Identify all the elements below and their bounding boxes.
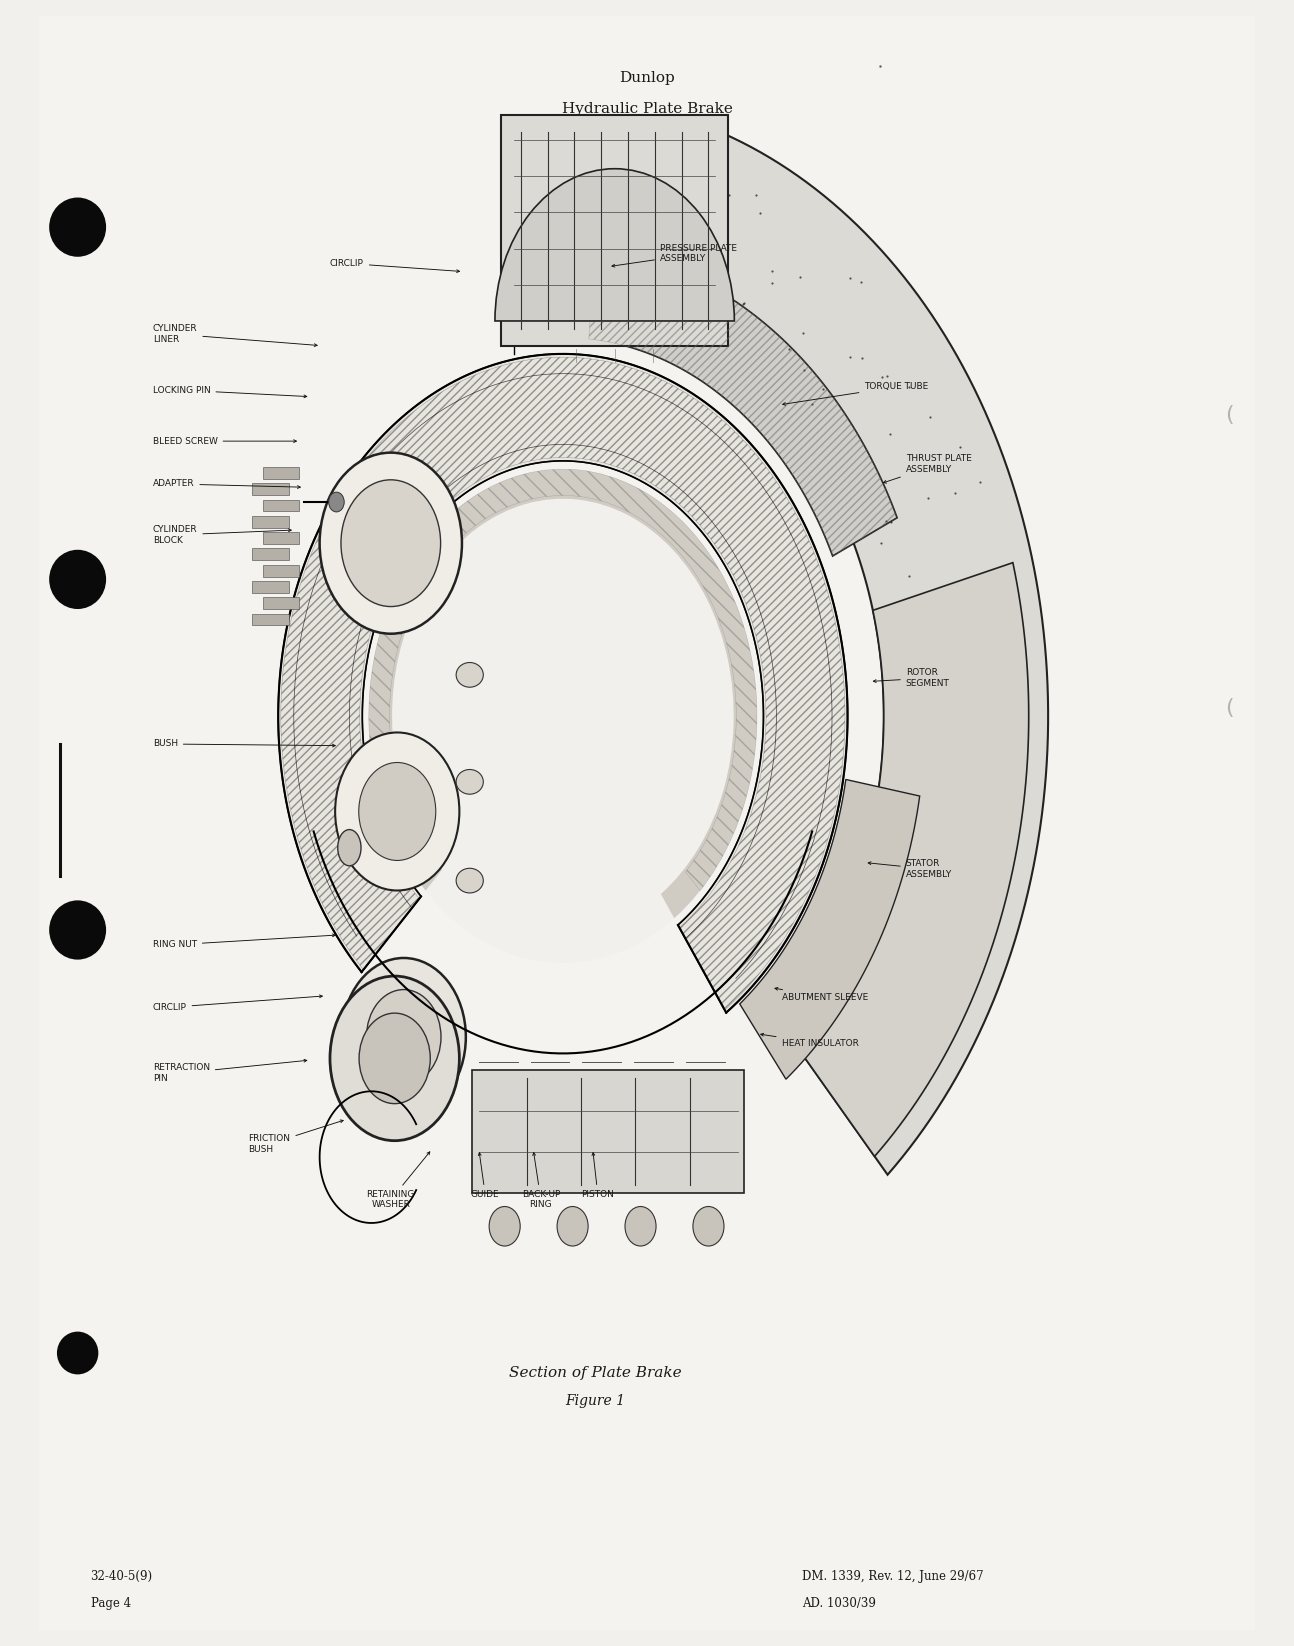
- Text: HEAT INSULATOR: HEAT INSULATOR: [761, 1034, 858, 1049]
- Bar: [252, 581, 289, 593]
- Circle shape: [489, 1207, 520, 1246]
- Wedge shape: [369, 469, 757, 918]
- Ellipse shape: [49, 900, 106, 960]
- Text: THRUST PLATE
ASSEMBLY: THRUST PLATE ASSEMBLY: [884, 454, 972, 484]
- Text: BUSH: BUSH: [153, 739, 335, 749]
- Circle shape: [330, 976, 459, 1141]
- Text: (: (: [1225, 405, 1233, 425]
- Ellipse shape: [455, 662, 483, 688]
- Text: Overhaul Manual: Overhaul Manual: [567, 135, 727, 151]
- Circle shape: [625, 1207, 656, 1246]
- Circle shape: [360, 1014, 430, 1104]
- Circle shape: [556, 1207, 587, 1246]
- Bar: [252, 548, 289, 560]
- Polygon shape: [278, 354, 848, 1012]
- Text: PRESSURE PLATE
ASSEMBLY: PRESSURE PLATE ASSEMBLY: [612, 244, 738, 267]
- Ellipse shape: [338, 830, 361, 866]
- Circle shape: [335, 732, 459, 890]
- Bar: [472, 1070, 744, 1193]
- Text: RETRACTION
PIN: RETRACTION PIN: [153, 1060, 307, 1083]
- Ellipse shape: [49, 198, 106, 257]
- Wedge shape: [369, 469, 757, 963]
- Polygon shape: [740, 780, 920, 1080]
- Text: BACK-UP
RING: BACK-UP RING: [521, 1152, 560, 1210]
- Bar: [252, 515, 289, 528]
- Text: CYLINDER
BLOCK: CYLINDER BLOCK: [153, 525, 291, 545]
- Text: RING NUT: RING NUT: [153, 933, 335, 950]
- Text: Figure 1: Figure 1: [565, 1394, 625, 1409]
- Circle shape: [342, 481, 440, 607]
- Text: DM. 1339, Rev. 12, June 29/67: DM. 1339, Rev. 12, June 29/67: [802, 1570, 983, 1583]
- Text: Page 4: Page 4: [91, 1597, 131, 1610]
- Text: ROTOR
SEGMENT: ROTOR SEGMENT: [873, 668, 950, 688]
- Text: Hydraulic Plate Brake: Hydraulic Plate Brake: [562, 102, 732, 117]
- Bar: [263, 500, 299, 512]
- Circle shape: [366, 989, 441, 1085]
- Text: LOCKING PIN: LOCKING PIN: [153, 385, 307, 398]
- Bar: [252, 484, 289, 495]
- Circle shape: [358, 762, 436, 861]
- Text: FRICTION
BUSH: FRICTION BUSH: [248, 1119, 343, 1154]
- Text: Dunlop: Dunlop: [619, 71, 675, 86]
- Bar: [263, 597, 299, 609]
- Circle shape: [329, 492, 344, 512]
- Text: (: (: [1225, 698, 1233, 718]
- Text: RETAINING
WASHER: RETAINING WASHER: [366, 1152, 430, 1210]
- Circle shape: [342, 958, 466, 1116]
- Text: ABUTMENT SLEEVE: ABUTMENT SLEEVE: [775, 988, 868, 1002]
- Text: PISTON: PISTON: [581, 1152, 615, 1198]
- Text: Section of Plate Brake: Section of Plate Brake: [509, 1366, 682, 1381]
- Text: CYLINDER
LINER: CYLINDER LINER: [153, 324, 317, 347]
- Ellipse shape: [455, 770, 483, 795]
- Text: STATOR
ASSEMBLY: STATOR ASSEMBLY: [868, 859, 952, 879]
- Bar: [263, 532, 299, 543]
- Polygon shape: [589, 249, 897, 556]
- Text: GUIDE: GUIDE: [471, 1152, 499, 1198]
- Circle shape: [694, 1207, 725, 1246]
- Wedge shape: [494, 170, 735, 321]
- Bar: [263, 467, 299, 479]
- Bar: [501, 115, 727, 346]
- Text: ADAPTER: ADAPTER: [153, 479, 300, 489]
- Circle shape: [320, 453, 462, 634]
- Ellipse shape: [49, 550, 106, 609]
- Ellipse shape: [57, 1332, 98, 1374]
- Text: CIRCLIP: CIRCLIP: [153, 994, 322, 1012]
- Polygon shape: [663, 128, 1048, 1175]
- Text: BLEED SCREW: BLEED SCREW: [153, 436, 296, 446]
- Text: CIRCLIP: CIRCLIP: [330, 258, 459, 273]
- Text: TORQUE TUBE: TORQUE TUBE: [783, 382, 929, 405]
- Bar: [263, 565, 299, 576]
- Ellipse shape: [455, 869, 483, 892]
- Polygon shape: [778, 563, 1029, 1157]
- Bar: [252, 614, 289, 625]
- Text: AD. 1030/39: AD. 1030/39: [802, 1597, 876, 1610]
- Text: 32-40-5(9): 32-40-5(9): [91, 1570, 153, 1583]
